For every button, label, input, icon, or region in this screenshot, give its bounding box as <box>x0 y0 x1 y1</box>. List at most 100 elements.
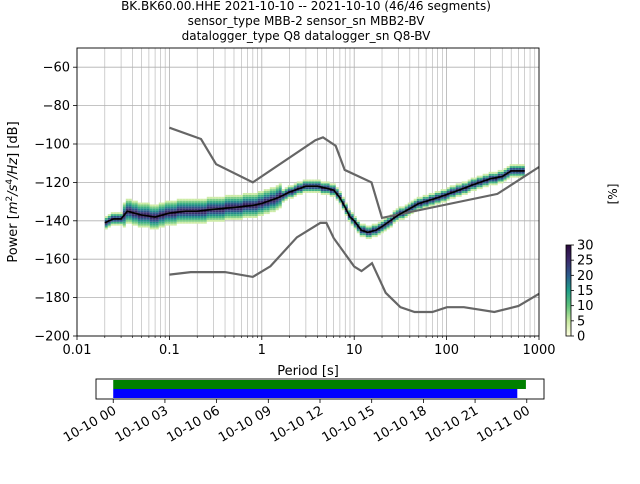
heatmap-cell <box>512 171 516 174</box>
heatmap-cell <box>371 235 375 238</box>
heatmap-cell <box>122 210 126 213</box>
heatmap-cell <box>272 192 276 195</box>
colorbar-tick-label: 0 <box>577 330 585 345</box>
heatmap-cell <box>308 183 312 186</box>
heatmap-cell <box>461 185 465 188</box>
heatmap-cell <box>173 208 177 211</box>
heatmap-cell <box>278 202 282 205</box>
heatmap-cell <box>425 196 429 199</box>
heatmap-cell <box>143 221 147 224</box>
heatmap-cell <box>398 210 402 213</box>
heatmap-cell <box>125 219 129 222</box>
heatmap-cell <box>425 194 429 197</box>
heatmap-cell <box>311 187 315 190</box>
heatmap-cell <box>404 208 408 211</box>
heatmap-cell <box>212 214 216 216</box>
heatmap-cell <box>494 179 498 182</box>
heatmap-cell <box>482 183 486 186</box>
heatmap-cell <box>365 233 369 236</box>
heatmap-cell <box>107 214 111 216</box>
heatmap-cell <box>410 204 414 207</box>
heatmap-cell <box>143 208 147 211</box>
heatmap-cell <box>152 221 156 224</box>
heatmap-cell <box>221 200 225 203</box>
heatmap-cell <box>311 179 315 182</box>
heatmap-cell <box>272 200 276 203</box>
heatmap-cell <box>224 196 228 199</box>
heatmap-cell <box>380 219 384 222</box>
heatmap-cell <box>518 168 522 170</box>
heatmap-cell <box>248 202 252 205</box>
heatmap-cell <box>239 194 243 197</box>
heatmap-cell <box>134 216 138 218</box>
heatmap-cell <box>146 223 150 226</box>
heatmap-cell <box>212 210 216 213</box>
heatmap-cell <box>398 216 402 218</box>
heatmap-cell <box>452 189 456 192</box>
heatmap-cell <box>380 223 384 226</box>
heatmap-cell <box>182 221 186 224</box>
heatmap-cell <box>215 202 219 205</box>
heatmap-cell <box>140 202 144 205</box>
heatmap-cell <box>197 214 201 216</box>
heatmap-cell <box>170 204 174 207</box>
heatmap-cell <box>500 179 504 182</box>
heatmap-cell <box>467 189 471 192</box>
heatmap-cell <box>107 225 111 228</box>
heatmap-cell <box>332 187 336 190</box>
heatmap-cell <box>161 221 165 224</box>
heatmap-cell <box>119 223 123 226</box>
heatmap-cell <box>260 208 264 211</box>
heatmap-cell <box>122 208 126 211</box>
heatmap-cell <box>440 192 444 195</box>
heatmap-cell <box>275 198 279 201</box>
heatmap-cell <box>221 198 225 201</box>
heatmap-cell <box>188 202 192 205</box>
heatmap-cell <box>317 189 321 192</box>
heatmap-cell <box>263 204 267 207</box>
heatmap-cell <box>164 206 168 209</box>
heatmap-cell <box>128 221 132 224</box>
heatmap-cell <box>107 221 111 224</box>
heatmap-cell <box>386 219 390 222</box>
colorbar-tick-label: 25 <box>577 254 594 269</box>
heatmap-cell <box>236 198 240 201</box>
heatmap-cell <box>215 200 219 203</box>
heatmap-cell <box>260 191 264 193</box>
heatmap-cell <box>269 210 273 213</box>
heatmap-cell <box>134 208 138 211</box>
heatmap-cell <box>395 219 399 222</box>
heatmap-cell <box>320 189 324 192</box>
heatmap-cell <box>350 221 354 224</box>
heatmap-cell <box>482 175 486 178</box>
heatmap-cell <box>470 187 474 190</box>
heatmap-cell <box>176 198 180 201</box>
heatmap-cell <box>350 212 354 215</box>
heatmap-cell <box>338 192 342 195</box>
heatmap-cell <box>281 200 285 203</box>
heatmap-cell <box>224 204 228 207</box>
heatmap-cell <box>116 219 120 222</box>
colorbar-tick-label: 15 <box>577 284 594 299</box>
heatmap-cell <box>416 200 420 203</box>
heatmap-cell <box>125 221 129 224</box>
heatmap-cell <box>128 208 132 211</box>
heatmap-cell <box>149 208 153 211</box>
heatmap-cell <box>119 221 123 224</box>
heatmap-cell <box>272 189 276 192</box>
heatmap-cell <box>143 217 147 220</box>
heatmap-cell <box>200 204 204 207</box>
heatmap-cell <box>203 208 207 211</box>
heatmap-cell <box>149 210 153 213</box>
heatmap-cell <box>233 204 237 207</box>
heatmap-cell <box>242 200 246 203</box>
heatmap-cell <box>365 227 369 230</box>
heatmap-cell <box>521 168 525 170</box>
heatmap-cell <box>434 191 438 193</box>
heatmap-cell <box>230 204 234 207</box>
heatmap-cell <box>218 198 222 201</box>
heatmap-cell <box>104 227 108 230</box>
heatmap-cell <box>155 214 159 216</box>
heatmap-cell <box>383 217 387 220</box>
